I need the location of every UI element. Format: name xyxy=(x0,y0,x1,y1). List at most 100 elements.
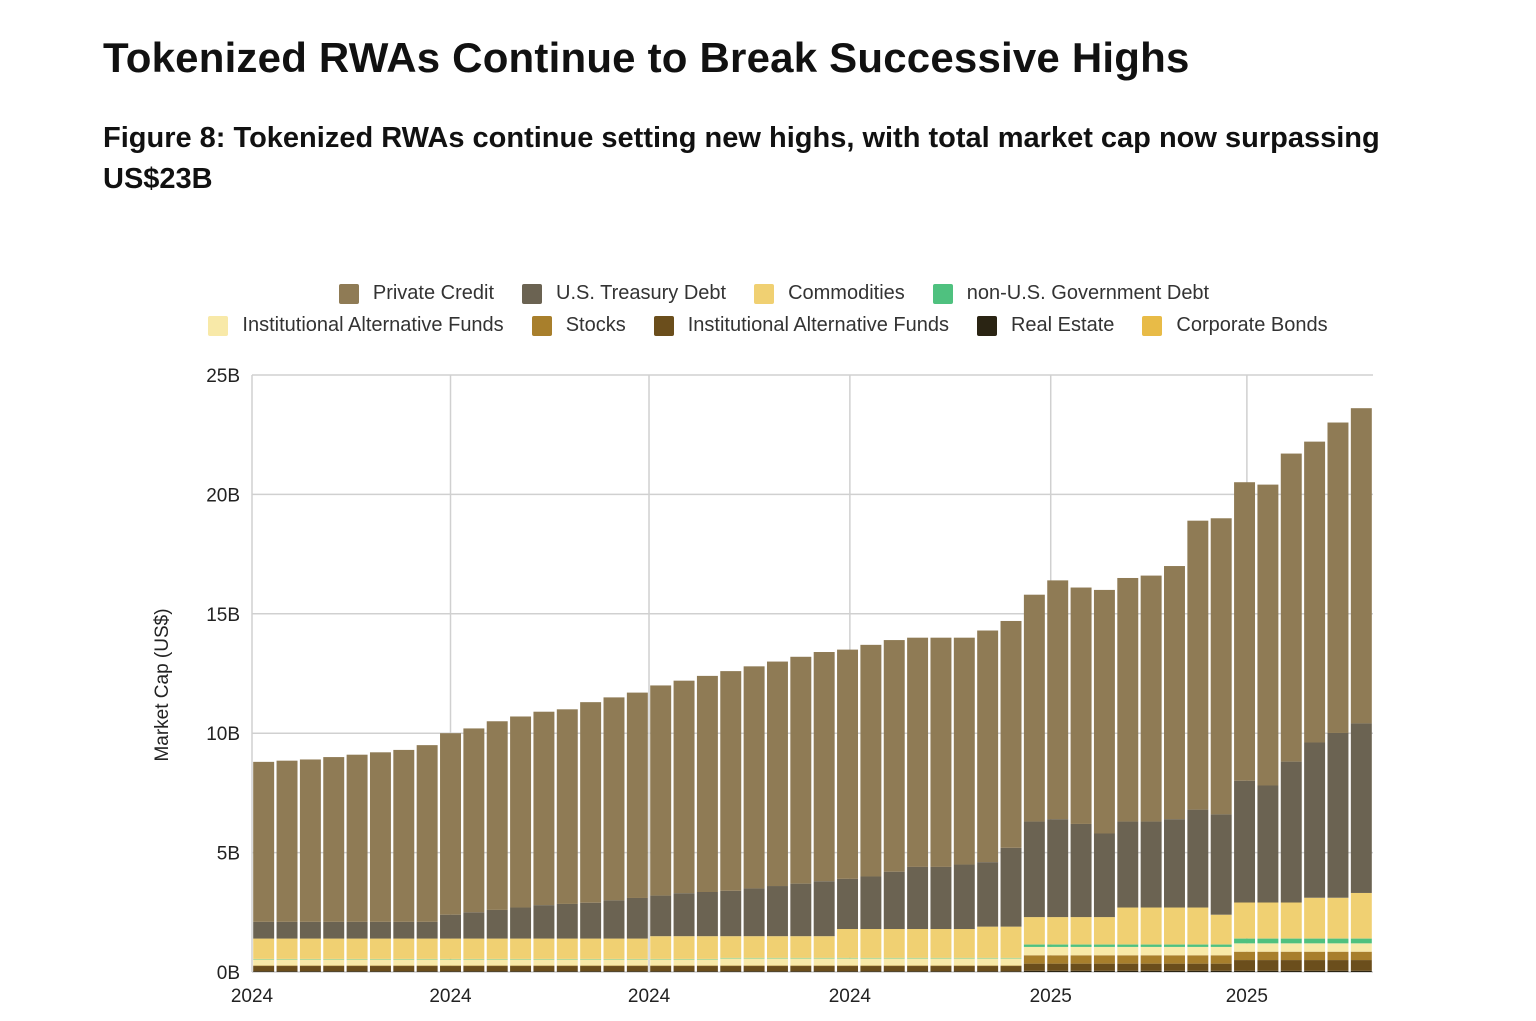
stacked-bar[interactable] xyxy=(1164,566,1185,972)
bar-segment xyxy=(1327,951,1349,961)
legend-swatch xyxy=(338,283,359,304)
bar-segment xyxy=(883,966,905,972)
stacked-bar[interactable] xyxy=(907,637,929,972)
bar-segment xyxy=(743,936,765,958)
bar-segment xyxy=(299,966,321,972)
stacked-bar[interactable] xyxy=(1210,518,1232,972)
bar-segment xyxy=(1280,960,1302,971)
stacked-bar[interactable] xyxy=(1023,594,1045,972)
stacked-bar[interactable] xyxy=(369,752,391,972)
legend-swatch xyxy=(754,283,775,304)
bar-segment xyxy=(1000,926,1022,958)
legend-swatch xyxy=(1142,315,1163,336)
stacked-bar[interactable] xyxy=(813,652,835,972)
legend-item[interactable]: Real Estate xyxy=(976,314,1114,337)
bar-segment xyxy=(1023,594,1045,822)
bar-segment xyxy=(907,971,929,972)
stacked-bar[interactable] xyxy=(299,759,321,972)
stacked-bar[interactable] xyxy=(650,685,672,972)
bar-segment xyxy=(1164,955,1185,964)
bar-segment xyxy=(720,966,742,972)
stacked-bar[interactable] xyxy=(953,637,975,972)
bar-segment xyxy=(883,929,905,958)
stacked-bar[interactable] xyxy=(1350,408,1372,972)
stacked-bar[interactable] xyxy=(1257,484,1279,972)
stacked-bar[interactable] xyxy=(510,716,532,972)
stacked-bar[interactable] xyxy=(1047,580,1069,972)
stacked-bar[interactable] xyxy=(1117,577,1139,972)
legend-item[interactable]: Stocks xyxy=(531,314,626,337)
stacked-bar[interactable] xyxy=(253,761,275,972)
stacked-bar[interactable] xyxy=(603,697,625,972)
bar-segment xyxy=(440,971,461,972)
stacked-bar[interactable] xyxy=(1093,589,1115,972)
bar-segment xyxy=(369,959,391,966)
stacked-bar[interactable] xyxy=(463,728,485,972)
stacked-bar[interactable] xyxy=(346,754,368,972)
stacked-bar[interactable] xyxy=(1000,620,1022,972)
stacked-bar[interactable] xyxy=(743,666,765,972)
stacked-bar[interactable] xyxy=(720,671,742,972)
bar-segment xyxy=(1210,946,1232,956)
legend-item[interactable]: Institutional Alternative Funds xyxy=(653,314,949,337)
bar-segment xyxy=(253,921,275,939)
bar-segment xyxy=(860,966,882,972)
legend-item[interactable]: Commodities xyxy=(754,282,905,305)
legend-item[interactable]: Private Credit xyxy=(338,282,494,305)
bar-segment xyxy=(1210,955,1232,964)
stacked-bar[interactable] xyxy=(1280,453,1302,972)
stacked-bar[interactable] xyxy=(883,640,905,972)
stacked-bar[interactable] xyxy=(533,711,555,972)
stacked-bar[interactable] xyxy=(1187,520,1209,972)
stacked-bar[interactable] xyxy=(1070,587,1092,972)
stacked-bar[interactable] xyxy=(393,749,415,972)
stacked-bar[interactable] xyxy=(673,680,695,972)
x-tick-label: 2024 xyxy=(628,986,671,1007)
stacked-bar[interactable] xyxy=(930,637,952,972)
bar-segment xyxy=(1093,917,1115,945)
stacked-bar[interactable] xyxy=(766,661,788,972)
legend-item[interactable]: non-U.S. Government Debt xyxy=(932,282,1210,305)
stacked-bar[interactable] xyxy=(696,675,718,972)
bar-segment xyxy=(977,630,999,863)
stacked-bar[interactable] xyxy=(837,649,859,972)
legend-item[interactable]: U.S. Treasury Debt xyxy=(522,282,726,305)
bar-segment xyxy=(1257,902,1279,939)
bar-segment xyxy=(603,966,625,972)
stacked-bar[interactable] xyxy=(790,656,812,972)
legend-label: Institutional Alternative Funds xyxy=(242,314,504,336)
bar-segment xyxy=(1234,482,1256,781)
bar-segment xyxy=(953,929,975,958)
bar-segment xyxy=(1070,946,1092,956)
bar-segment xyxy=(1140,944,1162,947)
stacked-bar[interactable] xyxy=(276,760,298,972)
bar-segment xyxy=(393,749,415,922)
bar-segment xyxy=(743,888,765,937)
stacked-bar[interactable] xyxy=(1304,441,1326,972)
bar-segment xyxy=(696,959,718,966)
legend-label: non-U.S. Government Debt xyxy=(966,282,1210,304)
bar-segment xyxy=(1187,520,1209,810)
stacked-bar[interactable] xyxy=(1140,575,1162,972)
stacked-bar[interactable] xyxy=(486,721,508,972)
stacked-bar[interactable] xyxy=(440,733,461,972)
stacked-bar[interactable] xyxy=(323,757,345,972)
stacked-bar[interactable] xyxy=(1234,482,1256,972)
bar-segment xyxy=(346,921,368,939)
bar-segment xyxy=(1047,917,1069,945)
legend-item[interactable]: Corporate Bonds xyxy=(1142,314,1328,337)
bar-segment xyxy=(790,656,812,884)
stacked-bar[interactable] xyxy=(977,630,999,972)
stacked-bar[interactable] xyxy=(860,644,882,972)
bar-segment xyxy=(556,938,578,959)
bar-segment xyxy=(1327,732,1349,898)
legend-item[interactable]: Institutional Alternative Funds xyxy=(208,314,504,337)
stacked-bar[interactable] xyxy=(1327,422,1349,972)
bar-segment xyxy=(393,938,415,959)
bar-segment xyxy=(1304,938,1326,944)
stacked-bar[interactable] xyxy=(580,702,602,972)
stacked-bar[interactable] xyxy=(626,692,648,972)
stacked-bar[interactable] xyxy=(416,745,438,972)
stacked-bar[interactable] xyxy=(556,709,578,972)
bar-segment xyxy=(953,971,975,972)
